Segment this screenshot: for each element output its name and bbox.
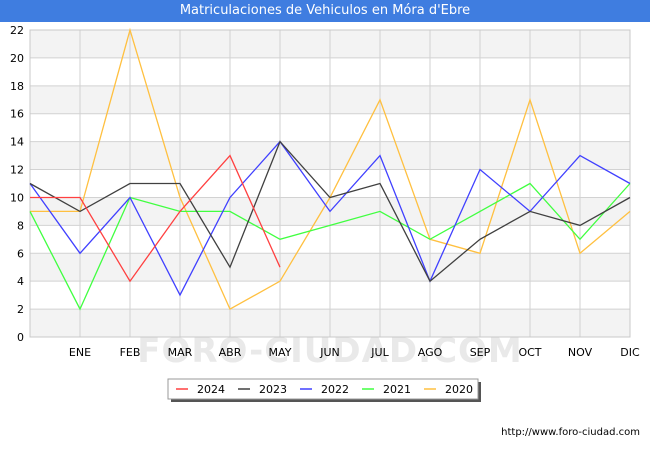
legend-label-2024: 2024 (197, 383, 225, 396)
legend-label-2021: 2021 (383, 383, 411, 396)
series-line-2023 (29, 140, 631, 283)
y-tick-label: 18 (10, 80, 24, 93)
x-tick-label: JUL (370, 346, 389, 359)
y-tick-label: 16 (10, 108, 24, 121)
series-line-2024 (30, 154, 281, 283)
y-tick-label: 10 (10, 191, 24, 204)
x-tick-label: FEB (120, 346, 141, 359)
legend-box (167, 378, 479, 400)
y-tick-label: 4 (17, 275, 24, 288)
x-axis-ticks: ENE FEB MAR ABR MAY JUN JUL AGO SEP OCT NOV DIC (69, 346, 640, 359)
x-tick-label: NOV (568, 346, 593, 359)
y-tick-label: 12 (10, 164, 24, 177)
x-tick-label: AGO (418, 346, 443, 359)
legend-label-2022: 2022 (321, 383, 349, 396)
chart-title: Matriculaciones de Vehiculos en Móra d'E… (0, 0, 650, 22)
series-2024 (29, 154, 281, 283)
y-tick-label: 22 (10, 24, 24, 37)
y-axis-ticks: 0 2 4 6 8 10 12 14 16 18 20 22 (10, 24, 24, 344)
x-tick-label: MAY (269, 346, 292, 359)
y-tick-label: 14 (10, 136, 24, 149)
x-tick-label: MAR (168, 346, 193, 359)
series-2023 (29, 140, 631, 283)
legend-label-2020: 2020 (445, 383, 473, 396)
x-tick-label: ENE (69, 346, 91, 359)
footer-url[interactable]: http://www.foro-ciudad.com (501, 427, 640, 438)
watermark: FORO-CIUDAD.COM (137, 331, 523, 371)
x-tick-label: JUN (319, 346, 340, 359)
y-tick-label: 2 (17, 303, 24, 316)
x-tick-label: ABR (219, 346, 242, 359)
x-tick-label: DIC (620, 346, 640, 359)
series-lines (29, 27, 631, 311)
y-tick-label: 20 (10, 52, 24, 65)
legend-label-2023: 2023 (259, 383, 287, 396)
y-tick-label: 8 (17, 219, 24, 232)
legend: 2024 2023 2022 2021 2020 (167, 378, 481, 402)
x-tick-label: SEP (470, 346, 491, 359)
y-tick-label: 0 (17, 331, 24, 344)
x-tick-label: OCT (518, 346, 541, 359)
y-tick-label: 6 (17, 247, 24, 260)
